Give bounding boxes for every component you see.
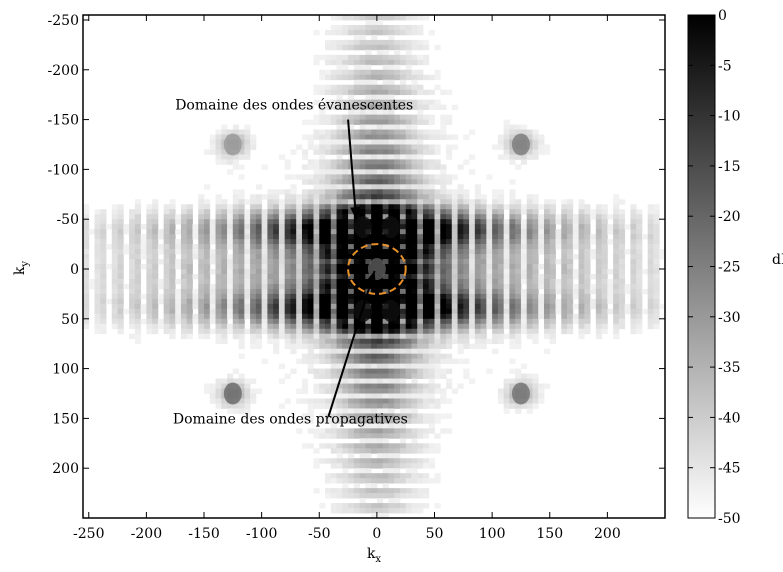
- axes: -250 -200 -150 -100 -50 0 50 100 150 200 -250 -200 -…: [48, 13, 665, 542]
- heatmap-blob-5: [223, 382, 242, 405]
- y-axis-label: ky: [12, 261, 31, 275]
- y-axis-label-sub: y: [20, 261, 31, 268]
- x-tick-label-2: -150: [188, 526, 219, 542]
- y-tick-label-8: 150: [52, 411, 79, 427]
- plot-frame: [82, 14, 666, 519]
- annotation-arrowhead-1: [366, 270, 376, 284]
- x-tick-label-1: -200: [131, 526, 162, 542]
- annotation-text-0: Domaine des ondes évanescentes: [175, 98, 413, 114]
- heatmap-blob-6: [511, 382, 530, 405]
- x-tick-label-5: 0: [372, 526, 381, 542]
- annotation-arrow-1: [327, 270, 376, 417]
- heatmap-blob-3: [381, 299, 400, 322]
- x-tick-label-6: 50: [426, 526, 444, 542]
- y-tick-label-2: -150: [48, 113, 79, 129]
- x-tick-label-0: -250: [73, 526, 104, 542]
- heatmap-image: [83, 15, 665, 518]
- x-axis-label-main: k: [367, 546, 376, 562]
- colorbar-tick-label-0: 0: [718, 8, 727, 24]
- x-tick-label-3: -100: [246, 526, 277, 542]
- colorbar-tick-label-3: -15: [718, 159, 741, 175]
- y-tick-label-3: -100: [48, 162, 79, 178]
- heatmap-blob-8: [223, 133, 242, 156]
- heatmap-overlay: Domaine des ondes évanescentes Domaine de…: [173, 98, 413, 428]
- x-axis-label: kx: [367, 546, 381, 565]
- x-tick-label-9: 200: [594, 526, 621, 542]
- y-axis-label-main: k: [12, 266, 28, 275]
- x-tick-label-4: -50: [308, 526, 331, 542]
- colorbar-tick-label-1: -5: [718, 58, 732, 74]
- y-tick-label-0: -250: [48, 13, 79, 29]
- propagative-circle: [347, 243, 407, 295]
- colorbar-tick-label-2: -10: [718, 109, 741, 125]
- colorbar-tick-label-6: -30: [718, 310, 741, 326]
- annotation-arrow-0: [347, 119, 358, 220]
- colorbar-tick-label-8: -40: [718, 410, 741, 426]
- y-tick-label-9: 200: [52, 461, 79, 477]
- annotation-arrowhead-0: [350, 206, 361, 220]
- colorbar-tick-label-5: -25: [718, 260, 741, 276]
- annotation-text-1: Domaine des ondes propagatives: [173, 411, 408, 427]
- y-tick-label-5: 0: [70, 262, 79, 278]
- colorbar-label: dB: [772, 252, 783, 268]
- x-tick-label-8: 150: [536, 526, 563, 542]
- y-tick-label-7: 100: [52, 362, 79, 378]
- colorbar-tick-label-4: -20: [718, 209, 741, 225]
- x-axis-label-sub: x: [375, 554, 381, 565]
- colorbar-tick-label-7: -35: [718, 360, 741, 376]
- y-tick-label-1: -200: [48, 63, 79, 79]
- heatmap-blob-7: [511, 133, 530, 156]
- colorbar-tick-label-9: -45: [718, 461, 741, 477]
- colorbar-tick-label-10: -50: [718, 511, 741, 527]
- heatmap-blob-0: [354, 216, 373, 239]
- heatmap-blob-1: [381, 216, 400, 239]
- x-tick-label-7: 100: [479, 526, 506, 542]
- y-tick-label-6: 50: [61, 312, 79, 328]
- colorbar-ticks: 0 -5 -10 -15 -20 -25 -30 -35 -40 -45 -50: [688, 8, 741, 527]
- heatmap-blob-2: [354, 299, 373, 322]
- y-tick-label-4: -50: [56, 212, 79, 228]
